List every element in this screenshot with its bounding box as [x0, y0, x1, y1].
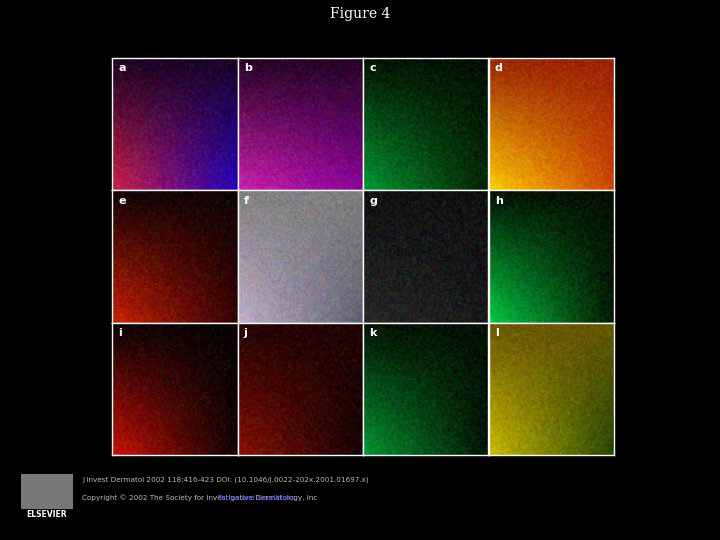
Text: J Invest Dermatol 2002 118:416-423 DOI: (10.1046/j.0022-202x.2001.01697.x): J Invest Dermatol 2002 118:416-423 DOI: …: [82, 477, 369, 483]
Text: b: b: [244, 63, 252, 73]
Text: f: f: [244, 195, 249, 206]
Text: d: d: [495, 63, 503, 73]
Text: Copyright © 2002 The Society for Investigative Dermatology, Inc: Copyright © 2002 The Society for Investi…: [82, 495, 320, 501]
Text: Terms and Conditions: Terms and Conditions: [218, 495, 295, 501]
Text: ELSEVIER: ELSEVIER: [27, 510, 67, 518]
Text: B-CK: B-CK: [116, 42, 142, 52]
Text: j: j: [244, 328, 248, 338]
Text: g: g: [369, 195, 377, 206]
Text: i: i: [118, 328, 122, 338]
Text: Figure 4: Figure 4: [330, 7, 390, 21]
Text: l: l: [495, 328, 498, 338]
FancyBboxPatch shape: [21, 474, 73, 509]
Text: a: a: [118, 63, 126, 73]
Text: c: c: [369, 63, 376, 73]
Text: CRT: CRT: [423, 42, 444, 52]
Text: e: e: [118, 195, 126, 206]
Text: h: h: [495, 195, 503, 206]
Text: k: k: [369, 328, 377, 338]
